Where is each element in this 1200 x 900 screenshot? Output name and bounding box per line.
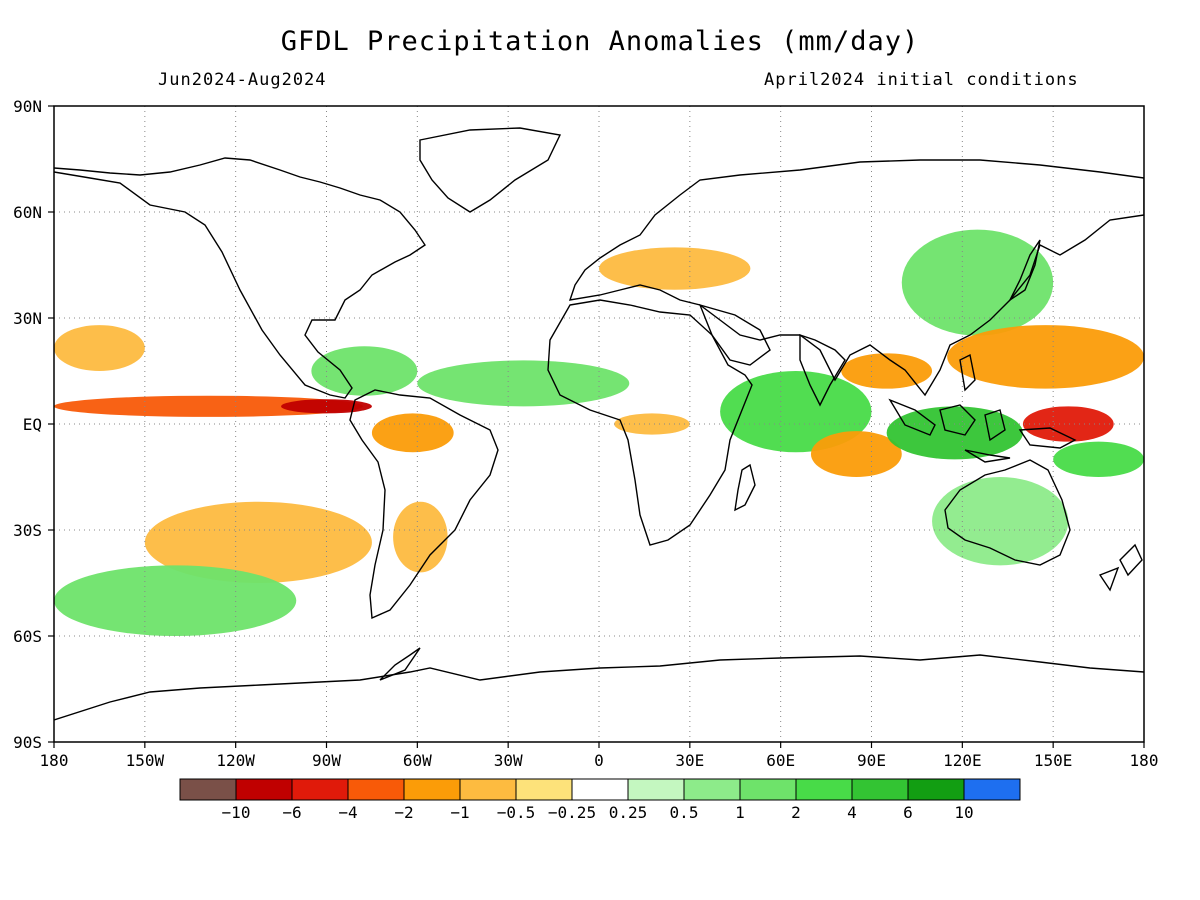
colorbar-swatch — [851, 778, 909, 801]
colorbar-swatch — [291, 778, 349, 801]
lon-label: 90E — [857, 751, 886, 770]
colorbar-label: 2 — [791, 803, 801, 822]
anomaly-east-asia-wet — [901, 229, 1054, 336]
anomaly-southeast-pacific-dry-band — [144, 501, 372, 583]
colorbar-swatch — [459, 778, 517, 801]
anomaly-field — [54, 229, 1144, 637]
colorbar-label: −0.5 — [497, 803, 536, 822]
colorbar-swatch — [403, 778, 461, 801]
anomaly-south-america-dry — [393, 501, 448, 573]
anomaly-amazon-dry — [371, 413, 454, 453]
colorbar — [179, 778, 1021, 801]
initial-conditions: April2024 initial conditions — [764, 70, 1079, 90]
anomaly-tropical-pacific-dry-band — [54, 395, 363, 417]
lon-label: 150E — [1034, 751, 1073, 770]
colorbar-label: 0.25 — [609, 803, 648, 822]
map-title: GFDL Precipitation Anomalies (mm/day) — [280, 26, 920, 57]
colorbar-label: −2 — [394, 803, 413, 822]
longitude-labels: 180 150W 120W 90W 60W 30W 0 30E 60E 90E 120E 150E 18… — [40, 751, 1159, 770]
anomaly-west-africa-dry — [614, 413, 690, 435]
anomaly-tropical-atlantic-wet — [417, 360, 630, 407]
lat-label: 90N — [13, 97, 42, 116]
coastline-outline-icon — [54, 127, 1144, 721]
anomaly-indian-ocean-wet — [720, 371, 872, 453]
colorbar-label: 10 — [954, 803, 973, 822]
colorbar-swatch — [235, 778, 293, 801]
lon-label: 120E — [943, 751, 982, 770]
axis-ticks — [48, 105, 1145, 748]
colorbar-swatch — [683, 778, 741, 801]
lat-label: 30N — [13, 309, 42, 328]
anomaly-west-pacific-dry — [947, 325, 1144, 389]
colorbar-label: 1 — [735, 803, 745, 822]
anomaly-southern-ocean-wet — [54, 565, 297, 637]
anomaly-south-pacific-convergence-wet — [1053, 441, 1144, 477]
colorbar-swatch — [739, 778, 797, 801]
lon-label: 90W — [312, 751, 341, 770]
colorbar-swatch — [627, 778, 685, 801]
colorbar-label: −10 — [222, 803, 251, 822]
lon-label: 180 — [40, 751, 69, 770]
anomaly-bay-of-bengal-dry — [841, 353, 933, 389]
lon-label: 180 — [1130, 751, 1159, 770]
colorbar-swatch — [179, 778, 237, 801]
latitude-labels: 90N 60N 30N EQ 30S 60S 90S — [13, 97, 42, 752]
lat-label: 90S — [13, 733, 42, 752]
colorbar-label: 4 — [847, 803, 857, 822]
lat-label: 30S — [13, 521, 42, 540]
lon-label: 30E — [675, 751, 704, 770]
anomaly-europe-dry — [599, 247, 751, 290]
colorbar-swatch — [963, 778, 1021, 801]
lon-label: 60W — [403, 751, 432, 770]
gridlines-icon — [54, 106, 1144, 742]
lon-label: 30W — [494, 751, 523, 770]
anomaly-east-indian-ocean-dry — [810, 431, 902, 477]
anomaly-australia-wet — [932, 477, 1069, 566]
colorbar-swatch — [347, 778, 405, 801]
lon-label: 0 — [594, 751, 604, 770]
anomaly-northeast-pacific-dry — [54, 325, 145, 371]
colorbar-swatch — [571, 778, 629, 801]
colorbar-label: −6 — [282, 803, 301, 822]
colorbar-label: −1 — [450, 803, 469, 822]
lat-label: EQ — [23, 415, 42, 434]
colorbar-swatch — [907, 778, 965, 801]
lon-label: 150W — [126, 751, 165, 770]
colorbar-swatch — [795, 778, 853, 801]
colorbar-label: −4 — [338, 803, 357, 822]
anomaly-west-pacific-dry-core — [1022, 406, 1114, 442]
lat-label: 60N — [13, 203, 42, 222]
colorbar-label: 0.5 — [670, 803, 699, 822]
colorbar-labels: −10 −6 −4 −2 −1 −0.5 −0.25 0.25 0.5 1 2 4 6 10 — [222, 803, 974, 822]
colorbar-swatch — [515, 778, 573, 801]
forecast-period: Jun2024-Aug2024 — [158, 70, 327, 90]
colorbar-label: −0.25 — [548, 803, 596, 822]
lon-label: 60E — [766, 751, 795, 770]
lon-label: 120W — [216, 751, 255, 770]
colorbar-label: 6 — [903, 803, 913, 822]
anomaly-caribbean-wet — [311, 346, 418, 396]
lat-label: 60S — [13, 627, 42, 646]
